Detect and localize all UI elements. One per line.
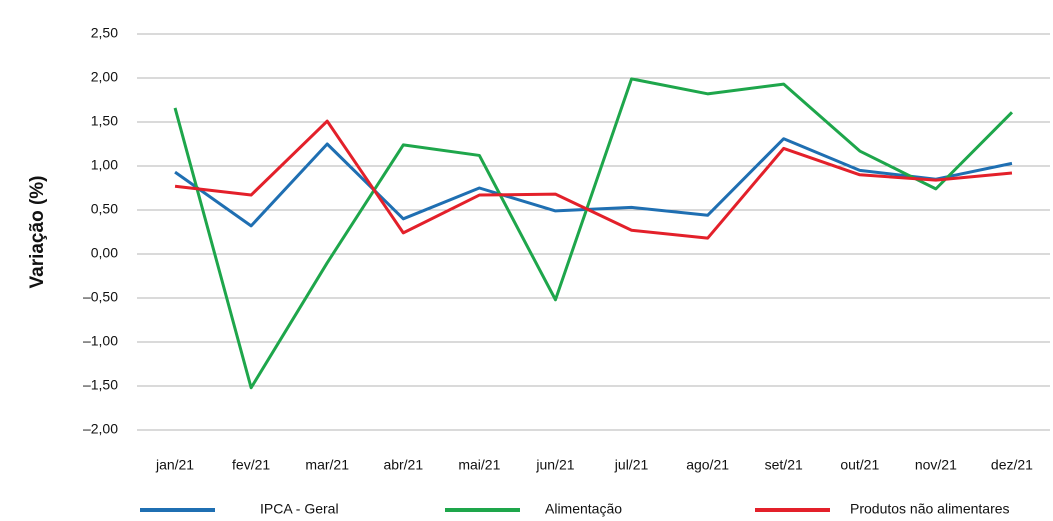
y-tick-label: 2,50 [91, 25, 118, 41]
series-line [174, 137, 1013, 228]
x-tick-label: mar/21 [305, 457, 349, 473]
x-tick-label: jan/21 [155, 457, 194, 473]
x-tick-label: jul/21 [614, 457, 649, 473]
x-tick-label: dez/21 [991, 457, 1033, 473]
y-tick-label: –1,50 [83, 377, 118, 393]
series-line [173, 77, 1014, 390]
legend-label: Produtos não alimentares [850, 501, 1010, 517]
series-line [174, 119, 1013, 240]
legend-label: Alimentação [545, 501, 622, 517]
y-tick-label: 2,00 [91, 69, 118, 85]
legend-label: IPCA - Geral [260, 501, 339, 517]
x-tick-label: fev/21 [232, 457, 270, 473]
y-tick-label: –1,00 [83, 333, 118, 349]
y-tick-label: –2,00 [83, 421, 118, 437]
x-tick-label: set/21 [765, 457, 803, 473]
y-tick-label: 1,00 [91, 157, 118, 173]
x-tick-label: ago/21 [686, 457, 729, 473]
y-tick-label: 0,00 [91, 245, 118, 261]
x-tick-label: jun/21 [535, 457, 574, 473]
y-tick-label: 0,50 [91, 201, 118, 217]
y-tick-label: –0,50 [83, 289, 118, 305]
x-tick-label: nov/21 [915, 457, 957, 473]
y-tick-label: 1,50 [91, 113, 118, 129]
y-axis-label: Variação (%) [27, 176, 48, 289]
x-tick-label: out/21 [840, 457, 879, 473]
x-tick-label: abr/21 [383, 457, 423, 473]
x-tick-label: mai/21 [458, 457, 500, 473]
